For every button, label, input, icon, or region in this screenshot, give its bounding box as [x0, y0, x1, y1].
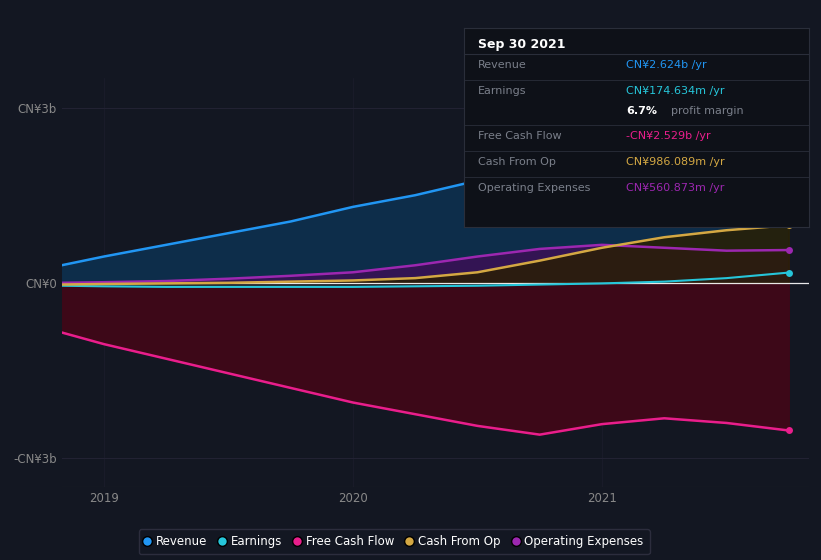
- Text: CN¥560.873m /yr: CN¥560.873m /yr: [626, 183, 724, 193]
- Text: Cash From Op: Cash From Op: [478, 157, 556, 167]
- Text: Free Cash Flow: Free Cash Flow: [478, 132, 562, 141]
- Text: CN¥2.624b /yr: CN¥2.624b /yr: [626, 60, 707, 70]
- Text: -CN¥2.529b /yr: -CN¥2.529b /yr: [626, 132, 710, 141]
- Text: Earnings: Earnings: [478, 86, 526, 96]
- Text: profit margin: profit margin: [671, 105, 743, 115]
- Text: Operating Expenses: Operating Expenses: [478, 183, 590, 193]
- Text: CN¥174.634m /yr: CN¥174.634m /yr: [626, 86, 724, 96]
- Text: Sep 30 2021: Sep 30 2021: [478, 38, 565, 51]
- Text: Revenue: Revenue: [478, 60, 526, 70]
- Text: 6.7%: 6.7%: [626, 105, 657, 115]
- Legend: Revenue, Earnings, Free Cash Flow, Cash From Op, Operating Expenses: Revenue, Earnings, Free Cash Flow, Cash …: [139, 529, 649, 554]
- Text: CN¥986.089m /yr: CN¥986.089m /yr: [626, 157, 725, 167]
